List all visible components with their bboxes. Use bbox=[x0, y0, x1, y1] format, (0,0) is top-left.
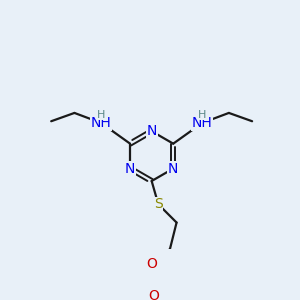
Text: O: O bbox=[146, 257, 157, 271]
Text: NH: NH bbox=[91, 116, 111, 130]
Text: N: N bbox=[146, 124, 157, 138]
Text: H: H bbox=[97, 110, 105, 120]
Text: N: N bbox=[125, 162, 135, 176]
Text: NH: NH bbox=[192, 116, 213, 130]
Text: H: H bbox=[198, 110, 206, 120]
Text: S: S bbox=[154, 197, 163, 211]
Text: N: N bbox=[168, 162, 178, 176]
Text: O: O bbox=[149, 290, 160, 300]
